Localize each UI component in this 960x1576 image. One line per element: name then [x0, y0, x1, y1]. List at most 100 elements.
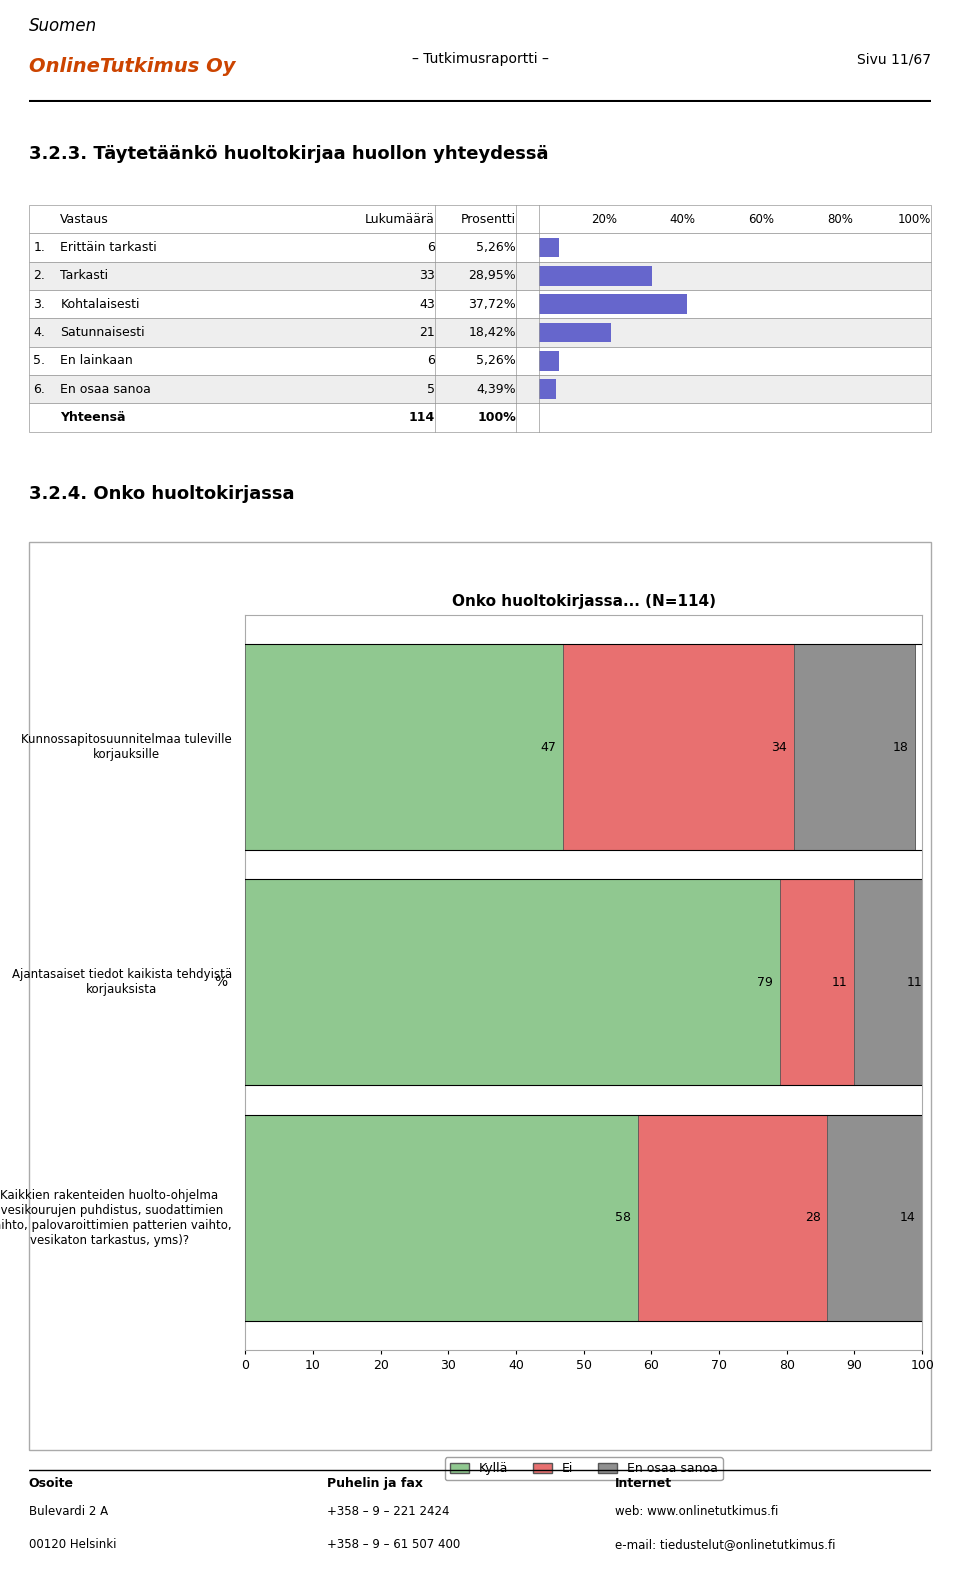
Text: Osoite: Osoite: [29, 1477, 74, 1489]
Text: 11: 11: [832, 976, 848, 988]
Text: Tarkasti: Tarkasti: [60, 269, 108, 282]
Text: 6: 6: [427, 355, 435, 367]
Text: 60%: 60%: [748, 213, 774, 225]
Bar: [246, 645, 564, 849]
Text: %: %: [214, 976, 228, 990]
Bar: [29, 262, 931, 290]
Bar: [29, 375, 931, 403]
Text: 40%: 40%: [670, 213, 696, 225]
Text: 21: 21: [420, 326, 435, 339]
Text: 6: 6: [427, 241, 435, 254]
Text: Kohtalaisesti: Kohtalaisesti: [60, 298, 140, 310]
Text: 3.2.4. Onko huoltokirjassa: 3.2.4. Onko huoltokirjassa: [29, 485, 295, 503]
Text: 28,95%: 28,95%: [468, 269, 516, 282]
Text: Prosentti: Prosentti: [461, 213, 516, 225]
Bar: [564, 645, 794, 849]
Text: Satunnaisesti: Satunnaisesti: [60, 326, 145, 339]
Text: 1.: 1.: [34, 241, 45, 254]
Text: 2.: 2.: [34, 269, 45, 282]
Text: 43: 43: [420, 298, 435, 310]
Text: 11: 11: [832, 976, 848, 988]
Bar: [539, 380, 556, 399]
Text: 14: 14: [900, 1212, 916, 1225]
Text: Suomen: Suomen: [29, 17, 97, 36]
Bar: [854, 879, 929, 1086]
Text: Puhelin ja fax: Puhelin ja fax: [326, 1477, 422, 1489]
Text: 114: 114: [409, 411, 435, 424]
Bar: [780, 879, 854, 1086]
Bar: [246, 1114, 637, 1321]
Text: 34: 34: [771, 741, 787, 753]
Text: 14: 14: [900, 1212, 916, 1225]
Text: 37,72%: 37,72%: [468, 298, 516, 310]
Text: 3.: 3.: [34, 298, 45, 310]
Text: 100%: 100%: [898, 213, 931, 225]
Text: Bulevardi 2 A: Bulevardi 2 A: [29, 1505, 108, 1518]
Text: 28: 28: [804, 1212, 821, 1225]
Bar: [539, 351, 560, 370]
Text: 11: 11: [906, 976, 923, 988]
Text: 80%: 80%: [827, 213, 852, 225]
Bar: [246, 645, 564, 849]
Text: En lainkaan: En lainkaan: [60, 355, 133, 367]
Title: Onko huoltokirjassa... (N=114): Onko huoltokirjassa... (N=114): [452, 594, 716, 610]
Text: 18: 18: [893, 741, 908, 753]
Text: Kunnossapitosuunnitelmaa tuleville
korjauksille: Kunnossapitosuunnitelmaa tuleville korja…: [21, 733, 231, 761]
Text: 20%: 20%: [591, 213, 617, 225]
Text: 58: 58: [615, 1212, 631, 1225]
Text: 6.: 6.: [34, 383, 45, 396]
Bar: [854, 879, 929, 1086]
Text: 18: 18: [893, 741, 908, 753]
Legend: Kyllä, Ei, En osaa sanoa: Kyllä, Ei, En osaa sanoa: [444, 1458, 723, 1480]
Bar: [29, 290, 931, 318]
Bar: [29, 233, 931, 262]
Bar: [637, 1114, 828, 1321]
Text: Ajantasaiset tiedot kaikista tehdyistä
korjauksista: Ajantasaiset tiedot kaikista tehdyistä k…: [12, 968, 231, 996]
Bar: [246, 879, 780, 1086]
Text: 79: 79: [757, 976, 774, 988]
Text: 5.: 5.: [34, 355, 45, 367]
Text: 3.2.3. Täytetäänkö huoltokirjaa huollon yhteydessä: 3.2.3. Täytetäänkö huoltokirjaa huollon …: [29, 145, 548, 162]
Bar: [828, 1114, 923, 1321]
Bar: [29, 403, 931, 432]
Bar: [29, 318, 931, 347]
Text: 100%: 100%: [477, 411, 516, 424]
Bar: [564, 645, 794, 849]
Text: 4.: 4.: [34, 326, 45, 339]
Text: Internet: Internet: [615, 1477, 673, 1489]
Text: e-mail: tiedustelut@onlinetutkimus.fi: e-mail: tiedustelut@onlinetutkimus.fi: [615, 1538, 836, 1551]
Text: 5: 5: [427, 383, 435, 396]
Text: 5,26%: 5,26%: [476, 241, 516, 254]
Bar: [29, 347, 931, 375]
Bar: [828, 1114, 923, 1321]
Bar: [539, 295, 686, 314]
Text: Yhteensä: Yhteensä: [60, 411, 126, 424]
Text: web: www.onlinetutkimus.fi: web: www.onlinetutkimus.fi: [615, 1505, 779, 1518]
Bar: [246, 1114, 637, 1321]
Text: En osaa sanoa: En osaa sanoa: [60, 383, 152, 396]
Bar: [794, 645, 916, 849]
Text: 47: 47: [540, 741, 557, 753]
Text: – Tutkimusraportti –: – Tutkimusraportti –: [412, 52, 548, 66]
Bar: [637, 1114, 828, 1321]
Bar: [539, 266, 652, 285]
Bar: [246, 879, 780, 1086]
Text: 47: 47: [540, 741, 557, 753]
Text: OnlineTutkimus Oy: OnlineTutkimus Oy: [29, 57, 235, 76]
Text: 00120 Helsinki: 00120 Helsinki: [29, 1538, 116, 1551]
Text: +358 – 9 – 61 507 400: +358 – 9 – 61 507 400: [326, 1538, 460, 1551]
Bar: [539, 238, 560, 257]
Text: Sivu 11/67: Sivu 11/67: [857, 52, 931, 66]
Text: 79: 79: [757, 976, 774, 988]
Bar: [29, 205, 931, 233]
Bar: [539, 323, 611, 342]
Text: Lukumäärä: Lukumäärä: [365, 213, 435, 225]
Text: Erittäin tarkasti: Erittäin tarkasti: [60, 241, 157, 254]
Text: 18,42%: 18,42%: [468, 326, 516, 339]
Text: +358 – 9 – 221 2424: +358 – 9 – 221 2424: [326, 1505, 449, 1518]
Text: 4,39%: 4,39%: [476, 383, 516, 396]
Text: 33: 33: [420, 269, 435, 282]
Text: 28: 28: [804, 1212, 821, 1225]
Bar: [794, 645, 916, 849]
Bar: [780, 879, 854, 1086]
